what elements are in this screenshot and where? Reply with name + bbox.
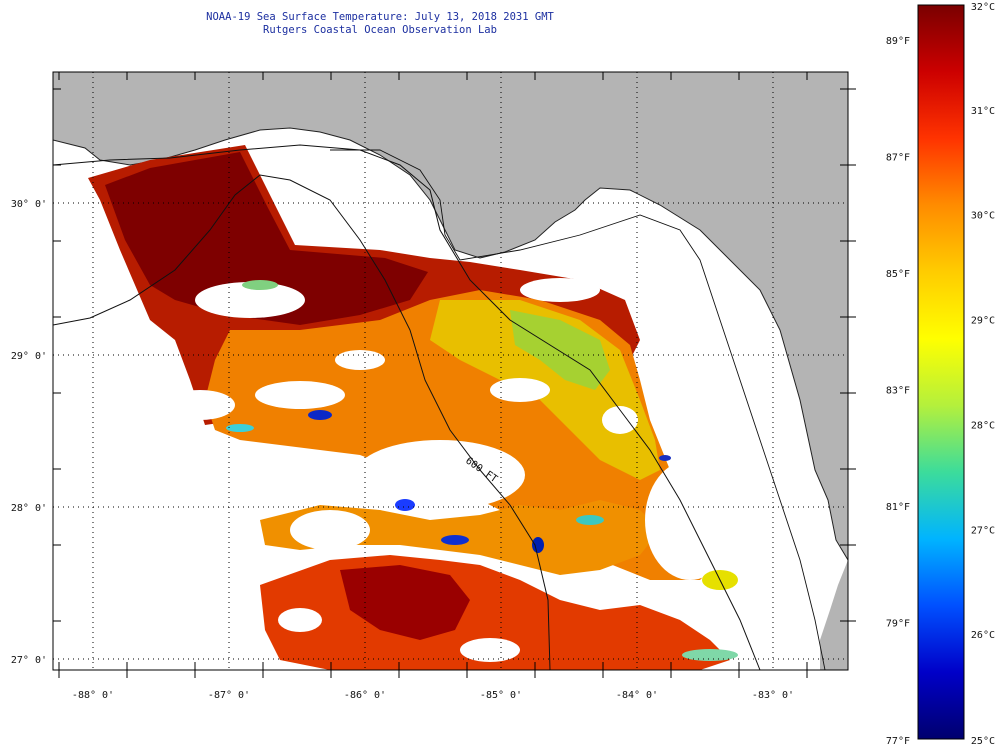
sst-south-core xyxy=(340,565,470,640)
map-title: NOAA-19 Sea Surface Temperature: July 13… xyxy=(206,11,554,23)
lon-label: -88° 0' xyxy=(72,690,114,701)
lat-label: 27° 0' xyxy=(11,655,47,666)
isobath-line-outer xyxy=(330,149,826,670)
fahrenheit-label: 77°F xyxy=(886,736,910,747)
colorbar-labels: 32°C 31°C 30°C 29°C 28°C 27°C 26°C 25°C 89°F 87°F… xyxy=(886,2,995,747)
axis-labels: -88° 0' -87° 0' -86° 0' -85° 0' -84° 0' -83° … xyxy=(11,199,794,701)
celsius-label: 26°C xyxy=(971,630,995,641)
lon-label: -83° 0' xyxy=(752,690,794,701)
plot-area: 600 FT xyxy=(53,72,848,670)
land-northwest xyxy=(53,72,848,560)
lat-label: 28° 0' xyxy=(11,503,47,514)
fahrenheit-label: 83°F xyxy=(886,385,910,396)
sst-green-patches xyxy=(510,310,610,390)
lon-label: -86° 0' xyxy=(344,690,386,701)
fahrenheit-label: 79°F xyxy=(886,618,910,629)
cool-spots xyxy=(226,280,738,661)
celsius-label: 29°C xyxy=(971,316,995,327)
lon-label: -87° 0' xyxy=(208,690,250,701)
lon-label: -85° 0' xyxy=(480,690,522,701)
colorbar xyxy=(917,4,965,740)
land-southeast xyxy=(820,560,848,670)
plot-frame xyxy=(52,71,849,671)
lat-label: 29° 0' xyxy=(11,351,47,362)
celsius-label: 31°C xyxy=(971,106,995,117)
fahrenheit-label: 87°F xyxy=(886,152,910,163)
lon-label: -84° 0' xyxy=(616,690,658,701)
celsius-label: 30°C xyxy=(971,211,995,222)
celsius-label: 32°C xyxy=(971,2,995,13)
isobath-line-shelf xyxy=(53,174,551,670)
lat-label: 30° 0' xyxy=(11,199,47,210)
sst-hot-core xyxy=(105,152,428,325)
celsius-label: 28°C xyxy=(971,420,995,431)
celsius-label: 25°C xyxy=(971,736,995,747)
fahrenheit-label: 85°F xyxy=(886,269,910,280)
fahrenheit-label: 81°F xyxy=(886,502,910,513)
fahrenheit-label: 89°F xyxy=(886,36,910,47)
map-subtitle: Rutgers Coastal Ocean Observation Lab xyxy=(263,24,497,36)
celsius-label: 27°C xyxy=(971,525,995,536)
cloud-gaps xyxy=(165,278,735,662)
frame-ticks xyxy=(53,72,856,678)
isobath-line-coastal xyxy=(53,144,761,670)
coastline xyxy=(53,127,848,561)
